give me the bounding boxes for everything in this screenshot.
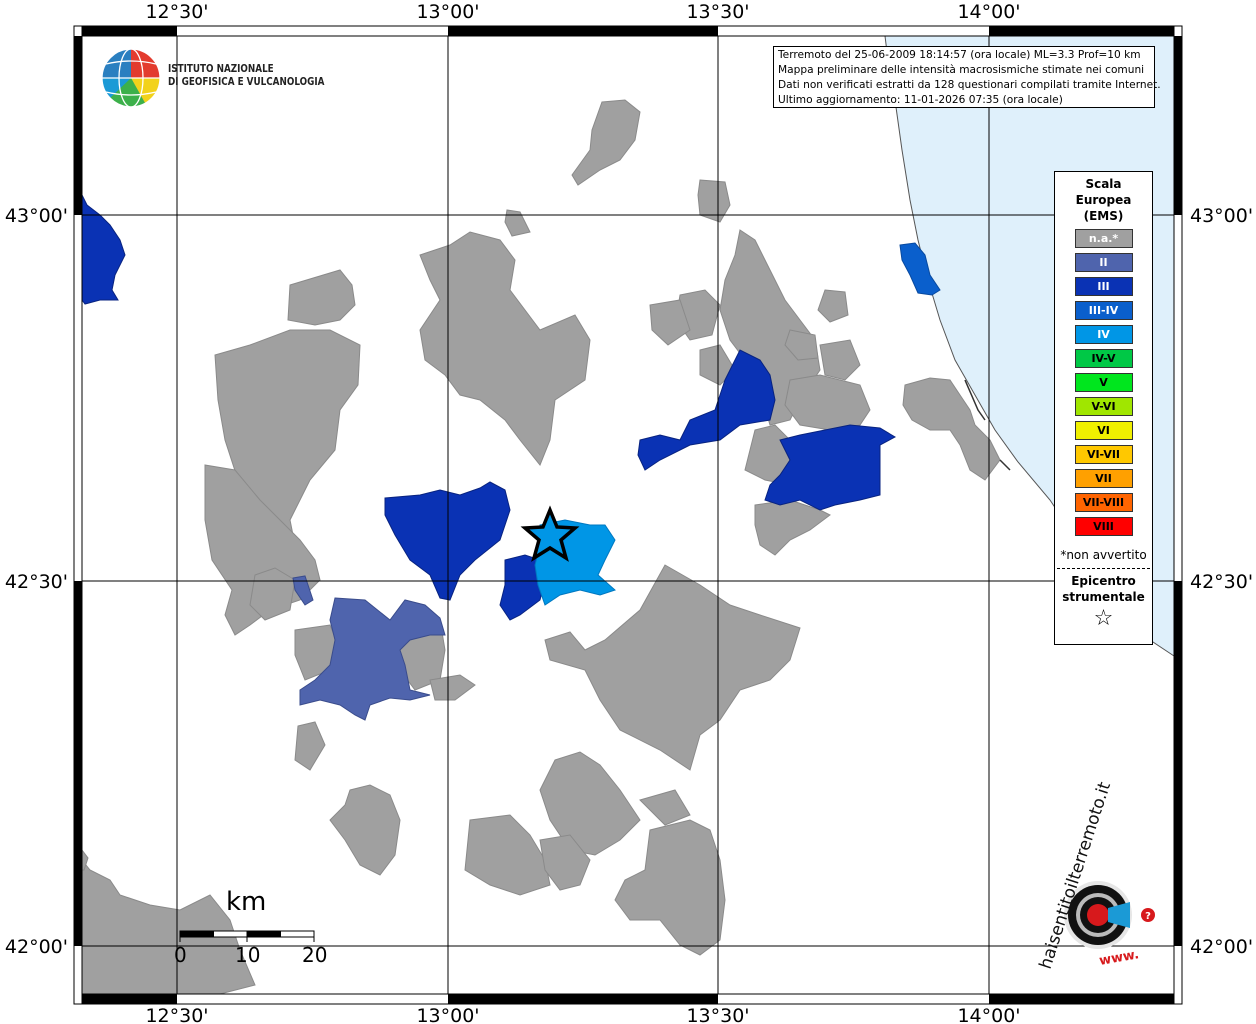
tick-left-3: 42°00': [5, 936, 68, 958]
legend-epicenter-label: Epicentro strumentale: [1055, 573, 1152, 605]
tick-left-1: 43°00': [5, 205, 68, 227]
svg-text:?: ?: [1145, 911, 1151, 922]
comuni-intensity-iii: [81, 194, 897, 621]
scale-label-0: 0: [174, 943, 187, 967]
scale-label-20: 20: [302, 943, 328, 967]
ems-legend: Scala Europea (EMS) n.a.* II III III-IV IV IV…: [1054, 171, 1153, 645]
legend-note: *non avvertito: [1060, 548, 1147, 562]
ingv-globe-icon: [101, 48, 161, 108]
legend-star-icon: ☆: [1093, 606, 1114, 631]
epicenter-star: [520, 505, 580, 562]
tick-left-2: 42°30': [5, 571, 68, 593]
tick-top-4: 14°00': [957, 1, 1020, 23]
legend-title-2: Europea: [1075, 193, 1132, 207]
ingv-institute-name: ISTITUTO NAZIONALE DI GEOFISICA E VULCAN…: [168, 62, 324, 88]
tick-right-3: 42°00': [1190, 936, 1253, 958]
legend-title-3: (EMS): [1083, 209, 1124, 223]
info-line-3: Dati non verificati estratti da 128 ques…: [778, 79, 1161, 91]
legend-item: II: [1074, 253, 1133, 272]
legend-item: III: [1074, 277, 1133, 296]
comuni-intensity-iii-iv: [899, 242, 941, 296]
info-line-4: Ultimo aggiornamento: 11-01-2026 07:35 (…: [778, 94, 1063, 106]
legend-item: IV: [1074, 325, 1133, 344]
legend-item: n.a.*: [1074, 229, 1133, 248]
ingv-line-1: ISTITUTO NAZIONALE: [168, 62, 274, 75]
map-area: [81, 35, 1175, 995]
tick-labels: 12°30' 13°00' 13°30' 14°00' 12°30' 13°00…: [5, 1, 1253, 1024]
comuni-not-felt: [81, 99, 1001, 995]
legend-item: VIII: [1074, 517, 1133, 536]
tick-bottom-1: 12°30': [145, 1005, 208, 1024]
legend-separator: [1057, 568, 1150, 569]
legend-epicenter-2: strumentale: [1062, 590, 1145, 604]
tick-top-2: 13°00': [416, 1, 479, 23]
info-line-2: Mappa preliminare delle intensità macros…: [778, 64, 1145, 76]
tick-right-2: 42°30': [1190, 571, 1253, 593]
legend-item: IV-V: [1074, 349, 1133, 368]
legend-item: V: [1074, 373, 1133, 392]
legend-item: VI: [1074, 421, 1133, 440]
earthquake-info-box: Terremoto del 25-06-2009 18:14:57 (ora l…: [773, 46, 1161, 108]
legend-item: VII-VIII: [1074, 493, 1133, 512]
legend-item: VI-VII: [1074, 445, 1133, 464]
tick-bottom-4: 14°00': [957, 1005, 1020, 1024]
tick-top-3: 13°30': [686, 1, 749, 23]
tick-bottom-3: 13°30': [686, 1005, 749, 1024]
graticule: [82, 36, 1174, 994]
legend-item: V-VI: [1074, 397, 1133, 416]
tick-right-1: 43°00': [1190, 205, 1253, 227]
ingv-line-2: DI GEOFISICA E VULCANOLOGIA: [168, 75, 325, 88]
comuni-intensity-ii: [292, 575, 446, 721]
map-frame: [73, 25, 1183, 1005]
legend-item: III-IV: [1074, 301, 1133, 320]
tick-bottom-2: 13°00': [416, 1005, 479, 1024]
info-line-1: Terremoto del 25-06-2009 18:14:57 (ora l…: [778, 49, 1141, 61]
hsit-logo-icon: ?: [1064, 881, 1155, 949]
legend-items: n.a.* II III III-IV IV IV-V V V-VI VI VI-VII VII VI…: [1055, 229, 1152, 536]
legend-title: Scala Europea (EMS): [1055, 176, 1152, 224]
hsit-logo-www: www.: [1098, 947, 1140, 969]
legend-item: VII: [1074, 469, 1133, 488]
tick-top-1: 12°30': [145, 1, 208, 23]
scale-bar: [179, 930, 315, 942]
legend-title-1: Scala: [1085, 177, 1122, 191]
scale-unit: km: [226, 887, 267, 917]
scale-label-10: 10: [235, 943, 261, 967]
legend-epicenter-1: Epicentro: [1071, 574, 1136, 588]
